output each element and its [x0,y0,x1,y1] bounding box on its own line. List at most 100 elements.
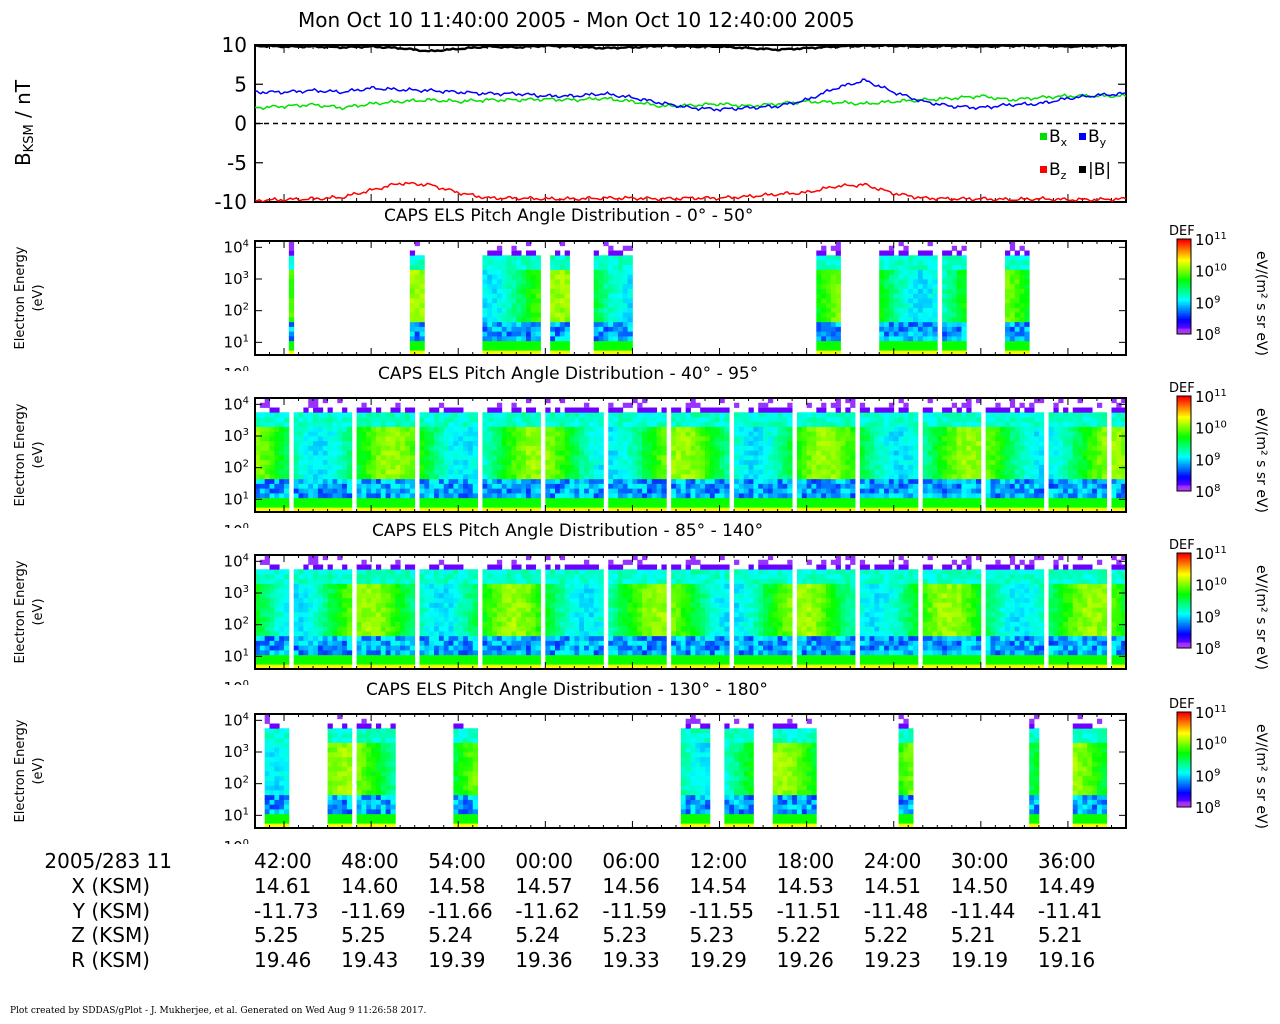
mag-y-tick-label: 10 [222,33,247,57]
colorbar-tick-label: 109 [1195,767,1220,785]
energy-tick-label: 101 [224,490,249,508]
colorbar-units-3: eV/(m² s sr eV) [1253,565,1269,670]
energy-tick-label: 104 [224,238,249,256]
colorbar-tick-label: 108 [1195,799,1220,817]
ephemeris-value: -11.55 [689,898,755,923]
colorbar-tick-label: 109 [1195,294,1220,312]
spectrogram-frame-1 [254,240,1127,356]
energy-tick-label: 104 [224,395,249,413]
page-title: Mon Oct 10 11:40:00 2005 - Mon Oct 10 12… [298,8,855,32]
legend-swatch-0 [1040,133,1047,140]
svg-text:eV/(m² s sr eV): eV/(m² s sr eV) [1253,251,1269,356]
time-tick-label: 24:00 [863,849,922,873]
heatmap-cells-4 [264,714,1108,829]
ephemeris-value: 19.33 [602,947,660,972]
time-axis-label: 2005/283 11 [44,849,172,873]
ephemeris-value: 19.19 [950,947,1009,972]
ephemeris-value: 19.43 [341,947,399,972]
ephemeris-value: -11.51 [776,898,842,923]
panel-title-1: CAPS ELS Pitch Angle Distribution - 0° -… [384,206,754,226]
spectrogram-panel-2: 100101102103104Electron Energy(eV)DEF101… [13,381,1269,528]
series-line-Bz [255,181,1126,202]
ephemeris-value: 5.23 [689,923,735,947]
ephemeris-value: 14.53 [776,874,834,898]
ephemeris-value: -11.41 [1037,898,1103,923]
heatmap-cells-1 [288,241,1030,356]
ephemeris-value: 5.24 [428,923,473,947]
energy-tick-label: 102 [224,775,249,793]
heatmap-cells-2 [255,398,1127,513]
footer-credit: Plot created by SDDAS/gPlot - J. Mukherj… [10,1006,427,1016]
ephemeris-value: 5.25 [341,923,386,947]
colorbar-units-2: eV/(m² s sr eV) [1253,408,1269,513]
ephemeris-value: 19.26 [776,947,834,972]
ephemeris-value: 14.51 [863,874,921,898]
energy-tick-label: 100 [224,365,249,371]
mag-ylabel-unit: / nT [11,79,35,124]
ephemeris-value: 14.61 [254,874,312,898]
colorbar-tick-label: 1010 [1195,577,1227,595]
ephemeris-value: -11.66 [428,898,493,923]
svg-text:(eV): (eV) [31,284,46,311]
spectrogram-panel-3: 100101102103104Electron Energy(eV)DEF101… [13,538,1269,685]
colorbar-tick-label: 1010 [1195,736,1227,754]
energy-tick-label: 100 [224,679,249,685]
ephemeris-value: 19.46 [254,947,312,972]
legend-label-3: |B| [1088,160,1111,180]
colorbar-units-4: eV/(m² s sr eV) [1253,724,1269,829]
heatmap-cells-3 [255,555,1127,670]
time-tick-label: 18:00 [776,849,835,873]
ephemeris-value: 14.58 [428,874,486,898]
svg-text:Electron Energy: Electron Energy [13,246,28,349]
mag-y-axis-label: BKSM / nT [11,79,37,166]
energy-tick-label: 103 [224,427,249,445]
colorbar-tick-label: 1011 [1195,388,1227,406]
ephemeris-value: 5.22 [863,923,909,947]
legend-swatch-1 [1079,133,1086,140]
ephemeris-value: -11.59 [602,898,667,923]
energy-tick-label: 102 [224,302,249,320]
time-tick-label: 30:00 [950,849,1009,873]
colorbar-tick-label: 1011 [1195,231,1227,249]
ephemeris-value: 19.29 [689,947,747,972]
ephemeris-value: 5.22 [776,923,822,947]
panel-title-2: CAPS ELS Pitch Angle Distribution - 40° … [378,364,759,384]
ephemeris-value: 14.56 [602,874,660,898]
series-line-By [255,78,1126,112]
colorbar-tick-label: 1010 [1195,420,1227,438]
colorbar-tick-label: 1011 [1195,545,1227,563]
ephemeris-value: -11.62 [515,898,580,923]
colorbar-tick-label: 1010 [1195,263,1227,281]
ephemeris-label: Z (KSM) [71,923,150,947]
ephemeris-value: 5.21 [950,923,996,947]
ephemeris-label: Y (KSM) [72,898,150,923]
time-tick-label: 48:00 [341,849,399,873]
svg-text:BKSM / nT: BKSM / nT [11,79,37,166]
panel-title-4: CAPS ELS Pitch Angle Distribution - 130°… [366,680,768,700]
colorbar-frame-4 [1176,711,1192,808]
energy-tick-label: 100 [224,522,249,528]
legend-swatch-2 [1040,166,1047,173]
ephemeris-value: 5.24 [515,923,560,947]
energy-axis-label-2: Electron Energy (eV) [13,403,46,506]
ephemeris-value: -11.48 [863,898,929,923]
ephemeris-label: R (KSM) [71,947,150,972]
magnetic-field-chart: 10 5 0 -5 -10 Bx By Bz |B| BKSM / nT [11,33,1127,214]
energy-tick-label: 104 [224,552,249,570]
energy-tick-label: 101 [224,806,249,824]
colorbar-tick-label: 108 [1195,483,1220,501]
mag-ylabel-sub: KSM [22,124,37,152]
series-line-magBmag [255,45,1126,53]
colorbar-tick-label: 1011 [1195,704,1227,722]
time-tick-label: 06:00 [602,849,661,873]
spectrogram-panel-4: 100101102103104Electron Energy(eV)DEF101… [13,697,1269,844]
energy-axis-label-3: Electron Energy (eV) [13,560,46,663]
energy-tick-label: 104 [224,711,249,729]
energy-tick-label: 102 [224,616,249,634]
energy-axis-label-4: Electron Energy (eV) [13,719,46,822]
colorbar-label-3: DEF [1169,538,1195,553]
time-tick-label: 00:00 [515,849,573,873]
colorbar-tick-label: 108 [1195,326,1220,344]
legend-swatch-3 [1079,166,1086,173]
colorbar-label-2: DEF [1169,381,1195,396]
